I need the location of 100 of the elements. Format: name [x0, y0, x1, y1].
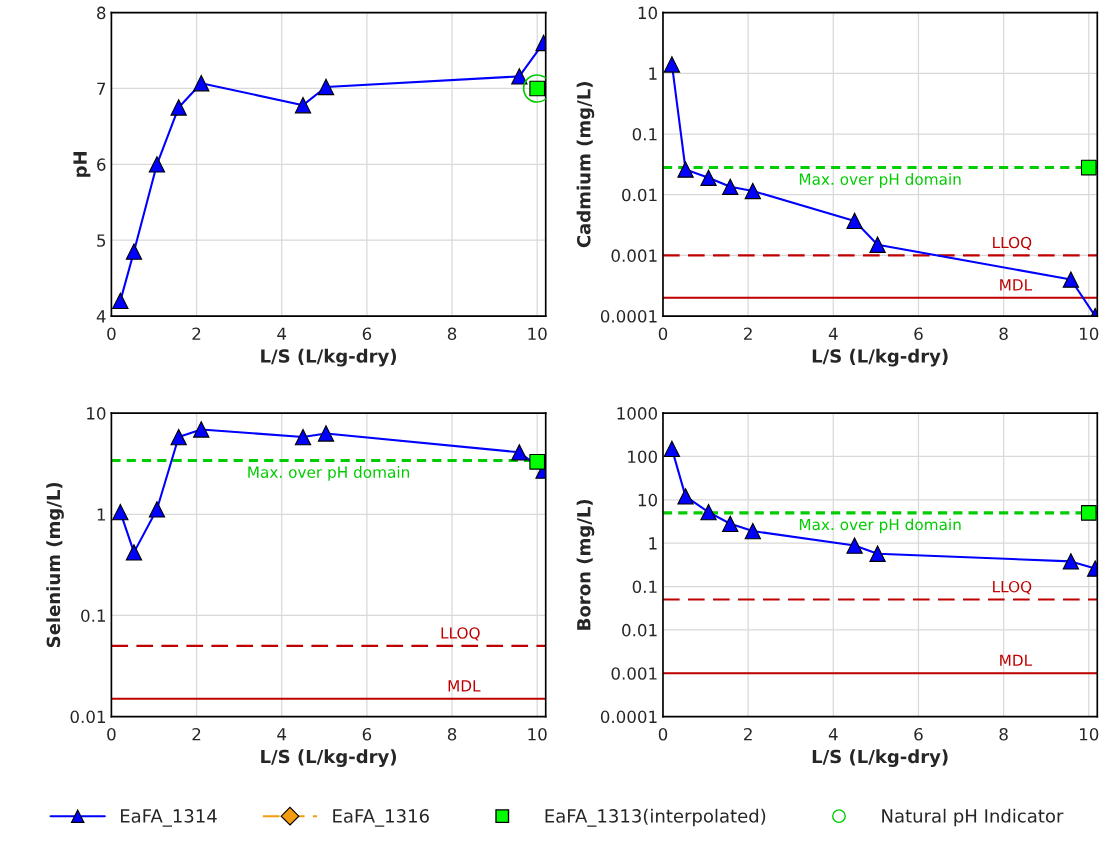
- x-tick-label: 6: [914, 727, 923, 741]
- x-tick-label: 4: [277, 327, 287, 340]
- y-tick-label: 6: [97, 158, 106, 171]
- point: [744, 522, 762, 540]
- y-tick-label: 10: [638, 6, 658, 20]
- x-tick-label: 6: [362, 727, 372, 741]
- x-tick-label: 0: [107, 727, 116, 741]
- y-tick-label: 0.0001: [600, 310, 657, 323]
- point: [1062, 553, 1080, 570]
- point: [529, 453, 546, 470]
- x-tick-label: 10: [528, 727, 547, 741]
- point: [317, 78, 335, 96]
- y-tick-label: 0.1: [632, 580, 657, 594]
- point: [193, 421, 210, 438]
- point: [700, 503, 717, 521]
- point: [663, 56, 681, 73]
- x-axis-title: L/S (L/kg-dry): [261, 348, 397, 367]
- point: [869, 236, 886, 253]
- ref-line-label: Max. over pH domain: [799, 518, 961, 534]
- point: [112, 292, 129, 310]
- ref-line-label: LLOQ: [993, 580, 1032, 595]
- point: [125, 243, 143, 260]
- x-tick-label: 0: [658, 727, 668, 741]
- x-tick-label: 4: [828, 327, 838, 340]
- point: [294, 96, 312, 114]
- x-tick-label: 8: [999, 327, 1008, 341]
- point: [125, 544, 143, 561]
- point: [846, 537, 863, 554]
- x-tick-label: 4: [277, 728, 287, 741]
- y-tick-label: 1000: [617, 407, 658, 420]
- y-tick-label: 0.1: [81, 609, 105, 622]
- x-axis-title: L/S (L/kg-dry): [812, 749, 948, 767]
- legend-label: EaFA_1314: [120, 809, 217, 827]
- x-tick-label: 6: [914, 327, 923, 341]
- point: [294, 428, 312, 446]
- y-tick-label: 0.01: [622, 188, 657, 202]
- y-tick-label: 7: [97, 82, 106, 95]
- point: [170, 428, 187, 446]
- ref-line-label: MDL: [1000, 279, 1033, 291]
- x-tick-label: 10: [1080, 327, 1099, 341]
- point: [148, 501, 166, 518]
- point: [148, 156, 166, 173]
- y-tick-label: 0.1: [632, 127, 657, 141]
- point: [722, 515, 739, 532]
- point: [869, 545, 886, 562]
- y-tick-label: 0.001: [611, 667, 657, 680]
- x-tick-label: 8: [999, 727, 1008, 741]
- x-tick-label: 8: [447, 327, 457, 341]
- ref-line-label: MDL: [1000, 654, 1033, 666]
- point: [170, 99, 187, 116]
- x-axis-title: L/S (L/kg-dry): [261, 749, 397, 767]
- point: [677, 161, 694, 178]
- y-tick-label: 8: [97, 6, 106, 20]
- x-tick-label: 0: [658, 327, 668, 341]
- x-tick-label: 6: [362, 327, 372, 341]
- y-tick-label: 10: [638, 493, 658, 507]
- point: [846, 212, 863, 230]
- y-axis-title: pH: [73, 151, 91, 177]
- y-tick-label: 0.01: [70, 710, 105, 724]
- y-tick-label: 10: [87, 407, 106, 420]
- x-tick-label: 0: [107, 327, 116, 341]
- y-tick-label: 5: [97, 234, 106, 247]
- y-tick-label: 1: [97, 508, 105, 521]
- y-axis-title: Selenium (mg/L): [46, 482, 64, 648]
- point: [317, 425, 335, 442]
- x-axis-title: L/S (L/kg-dry): [812, 348, 948, 367]
- point: [1062, 271, 1080, 288]
- ref-line-label: MDL: [448, 680, 481, 692]
- ref-line-label: Max. over pH domain: [799, 173, 961, 188]
- legend-label: EaFA_1313(interpolated): [545, 808, 766, 827]
- y-tick-label: 100: [628, 450, 658, 464]
- y-axis-title: Boron (mg/L): [576, 499, 595, 630]
- point: [663, 440, 681, 458]
- point: [112, 503, 129, 521]
- point: [1080, 505, 1097, 521]
- point: [700, 169, 717, 186]
- y-tick-label: 1: [649, 537, 657, 550]
- y-tick-label: 0.001: [611, 249, 657, 262]
- x-tick-label: 2: [192, 727, 201, 741]
- x-tick-label: 2: [192, 327, 201, 340]
- legend-label: Natural pH Indicator: [882, 808, 1064, 827]
- ref-line-label: LLOQ: [993, 236, 1032, 250]
- legend-label: EaFA_1316: [333, 809, 429, 827]
- y-axis-title: Cadmium (mg/L): [576, 82, 595, 248]
- x-tick-label: 2: [744, 327, 752, 340]
- y-tick-label: 0.01: [622, 623, 657, 637]
- x-tick-label: 10: [1080, 727, 1099, 741]
- x-tick-label: 4: [828, 728, 838, 741]
- y-tick-label: 0.0001: [600, 710, 657, 724]
- y-tick-label: 4: [96, 310, 106, 323]
- x-tick-label: 2: [744, 727, 752, 741]
- point: [511, 444, 528, 461]
- x-tick-label: 10: [528, 327, 547, 341]
- ref-line-label: LLOQ: [441, 627, 480, 641]
- point: [722, 178, 739, 195]
- point: [193, 74, 210, 92]
- y-tick-label: 1: [649, 67, 657, 80]
- point: [1080, 159, 1097, 176]
- point: [511, 68, 528, 85]
- point: [677, 488, 694, 505]
